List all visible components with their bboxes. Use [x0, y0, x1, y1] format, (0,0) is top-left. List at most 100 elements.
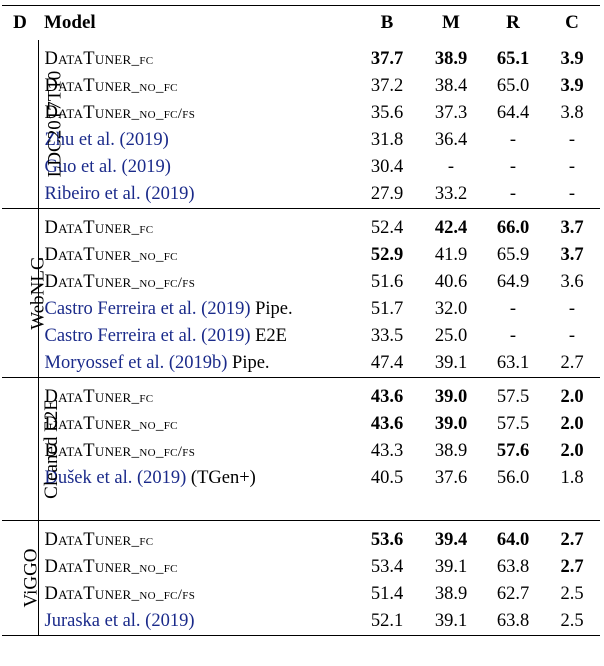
score-b: 43.3: [370, 440, 404, 461]
score-c: 2.0: [560, 413, 584, 434]
score-r: 63.8: [496, 556, 530, 577]
score-b: 52.9: [370, 244, 404, 265]
score-m: 39.0: [434, 413, 468, 434]
score-r: 64.0: [482, 519, 544, 554]
score-c: 2.5: [560, 583, 584, 604]
score-b: 52.1: [354, 607, 420, 636]
header-r: R: [482, 5, 544, 40]
system-name: DataTuner_no_fc: [44, 244, 178, 265]
system-name: DataTuner_no_fc/fs: [44, 583, 196, 604]
system-name: DataTuner_no_fc/fs: [44, 440, 196, 461]
table-row: DataTuner_no_fc/fs 51.4 38.9 62.7 2.5: [2, 581, 600, 608]
score-b: 35.6: [370, 102, 404, 123]
model-cell: Zhu et al. (2019): [38, 127, 354, 154]
model-cell: Dušek et al. (2019) (TGen+): [38, 465, 354, 492]
score-r: 64.4: [496, 102, 530, 123]
model-cell: Moryossef et al. (2019b) Pipe.: [38, 350, 354, 378]
system-name: DataTuner_fc: [44, 529, 154, 550]
table-row: Zhu et al. (2019) 31.8 36.4 - -: [2, 127, 600, 154]
score-c: 2.7: [560, 556, 584, 577]
model-cell: DataTuner_fc: [38, 376, 354, 411]
score-m: 39.4: [420, 519, 482, 554]
score-b: 30.4: [370, 156, 404, 177]
score-r: -: [509, 183, 517, 204]
citation-link[interactable]: Dušek et al. (2019): [44, 467, 187, 488]
system-name: DataTuner_no_fc: [44, 413, 178, 434]
system-name: DataTuner_no_fc: [44, 556, 178, 577]
table-row: Castro Ferreira et al. (2019) Pipe. 51.7 3…: [2, 296, 600, 323]
citation-link[interactable]: Castro Ferreira et al. (2019): [44, 298, 251, 319]
citation-link[interactable]: Juraska et al. (2019): [44, 610, 195, 631]
dataset-label: WebNLG: [27, 255, 49, 330]
score-b: 37.7: [370, 48, 404, 69]
table-row: Ribeiro et al. (2019) 27.9 33.2 - -: [2, 181, 600, 209]
citation-link[interactable]: Guo et al. (2019): [44, 156, 171, 177]
model-suffix: E2E: [250, 325, 287, 346]
model-cell: Castro Ferreira et al. (2019) E2E: [38, 323, 354, 350]
score-c: 2.7: [544, 519, 600, 554]
model-cell: DataTuner_fc: [38, 40, 354, 73]
system-name: DataTuner_fc: [44, 386, 154, 407]
score-b: 31.8: [370, 129, 404, 150]
score-r: 62.7: [496, 583, 530, 604]
score-m: 39.0: [420, 376, 482, 411]
model-cell: DataTuner_no_fc: [38, 411, 354, 438]
score-m: -: [447, 156, 455, 177]
table-row: Dušek et al. (2019) (TGen+) 40.5 37.6 56.0 1…: [2, 465, 600, 492]
score-b: 33.5: [370, 325, 404, 346]
score-c: 2.5: [544, 607, 600, 636]
score-c: 3.7: [560, 244, 584, 265]
citation-link[interactable]: Ribeiro et al. (2019): [44, 183, 195, 204]
score-m: 38.4: [434, 75, 468, 96]
citation-link[interactable]: Moryossef et al. (2019b): [44, 352, 228, 373]
score-c: 3.8: [560, 102, 584, 123]
model-cell: DataTuner_fc: [38, 519, 354, 554]
dataset-label-cell: ViGGO: [2, 519, 42, 636]
score-c: 3.9: [560, 48, 584, 69]
model-suffix: (TGen+): [186, 467, 256, 488]
score-m: 38.9: [434, 440, 468, 461]
score-r: 65.1: [496, 48, 530, 69]
model-suffix: Pipe.: [227, 352, 270, 373]
dataset-label-cell: WebNLG: [2, 207, 49, 377]
score-b: 52.4: [354, 207, 420, 242]
score-m: 38.9: [434, 48, 468, 69]
score-c: -: [568, 129, 576, 150]
table-row: Moryossef et al. (2019b) Pipe. 47.4 39.1 63…: [2, 350, 600, 378]
score-c: 3.9: [560, 75, 584, 96]
header-c: C: [544, 5, 600, 40]
citation-link[interactable]: Zhu et al. (2019): [44, 129, 169, 150]
model-suffix: Pipe.: [250, 298, 293, 319]
model-cell: DataTuner_no_fc/fs: [38, 581, 354, 608]
table-body: LDC2017T10 DataTuner_fc 37.7 38.9 65.1 3.9 Dat…: [2, 39, 600, 636]
score-r: 57.5: [496, 413, 530, 434]
score-m: 38.9: [434, 583, 468, 604]
model-cell: DataTuner_no_fc/fs: [38, 100, 354, 127]
system-name: DataTuner_fc: [44, 217, 154, 238]
score-b: 43.6: [370, 413, 404, 434]
score-r: 63.8: [482, 607, 544, 636]
score-m: 37.3: [434, 102, 468, 123]
table-row: DataTuner_no_fc/fs 35.6 37.3 64.4 3.8: [2, 100, 600, 127]
model-cell: DataTuner_no_fc: [38, 242, 354, 269]
score-b: 27.9: [370, 183, 404, 204]
table-row: DataTuner_no_fc 43.6 39.0 57.5 2.0: [2, 411, 600, 438]
score-r: -: [509, 298, 517, 319]
citation-link[interactable]: Castro Ferreira et al. (2019): [44, 325, 251, 346]
table-row: WebNLG DataTuner_fc 52.4 42.4 66.0 3.7: [2, 207, 600, 377]
score-c: -: [568, 325, 576, 346]
score-c: 3.6: [560, 271, 584, 292]
score-r: 66.0: [482, 207, 544, 242]
table-row: DataTuner_no_fc/fs 43.3 38.9 57.6 2.0: [2, 438, 600, 465]
dataset-label: ViGGO: [20, 547, 42, 608]
score-r: -: [509, 325, 517, 346]
score-r: 65.9: [496, 244, 530, 265]
score-c: -: [568, 298, 576, 319]
model-cell: DataTuner_no_fc/fs: [38, 438, 354, 465]
model-cell: Ribeiro et al. (2019): [38, 181, 354, 209]
score-r: 57.6: [496, 440, 530, 461]
score-b: 53.6: [354, 519, 420, 554]
header-row: D Model B M R C: [2, 5, 600, 40]
table-row: Guo et al. (2019) 30.4 - - -: [2, 154, 600, 181]
